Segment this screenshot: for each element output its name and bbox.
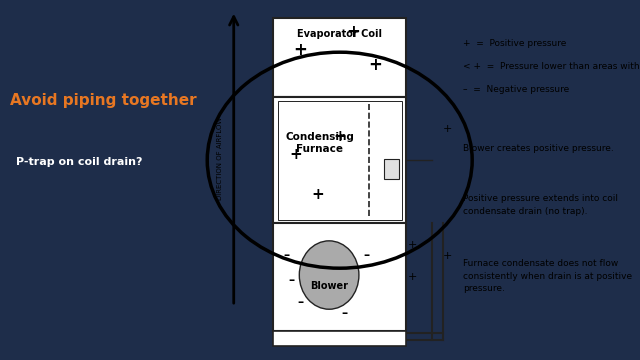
Text: Blower: Blower <box>310 281 348 291</box>
Text: +: + <box>346 23 360 41</box>
Text: +: + <box>289 147 302 162</box>
Text: +: + <box>444 124 452 134</box>
Bar <box>273 223 406 331</box>
Bar <box>273 18 406 97</box>
Text: +: + <box>311 187 324 202</box>
Text: Evaporator Coil: Evaporator Coil <box>297 29 382 39</box>
Text: –: – <box>284 249 290 262</box>
Text: +: + <box>408 240 417 250</box>
Bar <box>384 159 399 179</box>
Text: –  =  Negative pressure: – = Negative pressure <box>463 85 570 94</box>
Text: Positive pressure extends into coil
condensate drain (no trap).: Positive pressure extends into coil cond… <box>463 194 618 216</box>
Text: DIRECTION OF AIRFLOW: DIRECTION OF AIRFLOW <box>218 117 223 200</box>
Text: Blower creates positive pressure.: Blower creates positive pressure. <box>463 144 614 153</box>
Text: P-trap on coil drain?: P-trap on coil drain? <box>16 157 142 167</box>
Text: +: + <box>444 251 452 261</box>
Text: +  =  Positive pressure: + = Positive pressure <box>463 39 567 48</box>
Text: +: + <box>408 272 417 282</box>
Text: Avoid piping together: Avoid piping together <box>10 93 196 108</box>
Bar <box>273 97 406 223</box>
Bar <box>278 101 401 220</box>
Text: +: + <box>293 41 307 59</box>
Ellipse shape <box>300 241 359 309</box>
Text: –: – <box>341 307 347 320</box>
Text: –: – <box>297 296 303 309</box>
Text: < +  =  Pressure lower than areas with +: < + = Pressure lower than areas with + <box>463 62 640 71</box>
Text: +: + <box>368 56 382 74</box>
Text: –: – <box>363 249 369 262</box>
Bar <box>273 331 406 346</box>
Text: Condensing
Furnace: Condensing Furnace <box>285 132 355 154</box>
Text: –: – <box>288 274 294 287</box>
Text: +: + <box>333 129 346 144</box>
Text: Furnace condensate does not flow
consistently when drain is at positive
pressure: Furnace condensate does not flow consist… <box>463 259 632 293</box>
